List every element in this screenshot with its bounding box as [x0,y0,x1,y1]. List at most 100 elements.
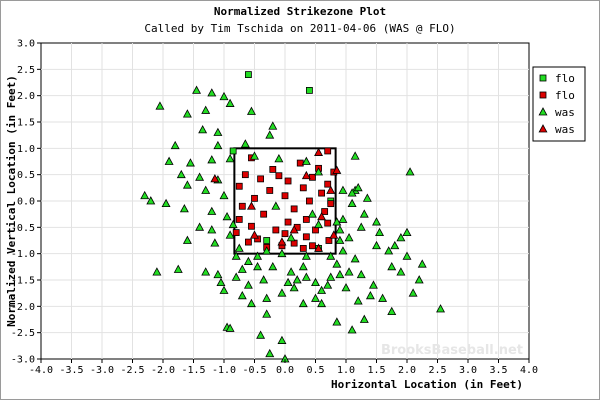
y-tick-label: -0.5 [11,223,35,234]
pitch-was-triangle-point [402,251,412,260]
pitch-was-triangle-point [347,188,357,197]
y-tick-label: 1.5 [17,118,35,129]
pitch-was-triangle-point [372,240,381,250]
x-tick-label: 2.0 [398,365,416,376]
pitch-was-triangle-point [314,243,324,252]
pitch-was-triangle-point [246,201,256,210]
legend: flo flo was was [532,66,586,142]
y-tick-label: 3.0 [17,39,35,50]
pitch-was-triangle-point [405,167,415,176]
pitch-was-triangle-point [323,280,333,289]
pitch-was-triangle-point [228,219,238,229]
pitch-was-triangle-point [301,170,311,180]
legend-marker-was-triangle [538,107,548,116]
pitch-flo-square-point [324,219,332,227]
pitch-was-triangle-point [173,264,183,273]
pitch-was-triangle-point [262,309,272,318]
pitch-was-triangle-point [368,280,378,289]
pitch-was-triangle-point [246,298,256,308]
pitch-was-triangle-point [253,251,263,260]
pitch-was-triangle-point [384,246,394,255]
pitch-was-triangle-point [201,185,211,194]
pitch-was-triangle-point [222,211,232,221]
pitch-was-triangle-point [265,348,275,358]
pitch-was-triangle-point [179,204,189,213]
x-tick-label: -1.5 [181,365,205,376]
y-tick-label: -3.0 [11,355,35,366]
pitch-was-triangle-point [213,127,223,136]
pitch-flo-square-point [321,208,329,215]
pitch-was-triangle-point [317,285,327,294]
x-tick-label: 0.0 [276,365,294,376]
pitch-was-triangle-point [231,251,241,260]
pitch-was-triangle-point [198,125,208,134]
legend-marker-was-triangle [538,124,548,133]
pitch-was-triangle-point [146,196,156,205]
x-tick-label: 0.5 [306,365,324,376]
pitch-was-triangle-point [378,293,388,302]
pitch-was-triangle-point [277,237,287,246]
pitch-was-triangle-point [402,227,412,237]
y-axis-label: Normalized Vertical Location (in Feet) [5,75,18,327]
x-tick-label: -3.0 [90,365,114,376]
y-tick-label: 1.0 [17,144,35,155]
pitch-was-triangle-point [387,306,397,316]
pitch-was-triangle-point [286,233,296,242]
pitch-was-triangle-point [243,256,253,265]
pitch-flo-square-point [266,187,274,194]
pitch-was-triangle-point [375,227,385,237]
pitch-was-triangle-point [256,330,266,339]
pitch-flo-square-point [281,230,289,238]
x-tick-label: -0.5 [242,365,266,376]
pitch-was-triangle-point [225,230,235,239]
pitch-was-triangle-point [362,193,372,202]
pitch-was-triangle-point [274,154,284,163]
pitch-was-triangle-point [219,285,229,294]
legend-marker-flo-square [539,91,547,99]
pitch-was-triangle-point [414,275,424,284]
pitch-was-triangle-point [213,140,223,150]
pitch-flo-square-point [269,165,277,173]
pitch-was-triangle-point [237,264,247,273]
pitch-flo-square-point [302,216,310,223]
pitch-was-triangle-point [283,277,293,287]
pitch-was-triangle-point [253,261,263,271]
pitch-flo-square-point [284,218,292,226]
pitch-was-triangle-point [185,158,195,167]
pitch-was-triangle-point [301,156,311,165]
y-tick-label: -2.5 [11,328,35,339]
pitch-was-triangle-point [390,240,400,250]
pitch-was-triangle-point [195,172,205,181]
strike-zone [233,147,337,255]
pitch-flo-square-point [290,205,298,213]
pitch-was-triangle-point [201,105,211,114]
pitch-was-triangle-point [344,233,354,242]
pitch-flo-square-point [305,87,313,94]
pitch-was-triangle-point [246,106,256,115]
pitch-was-triangle-point [356,222,366,231]
watermark: BrooksBaseball.net [381,343,523,358]
pitch-was-triangle-point [311,293,320,302]
y-tick-label: 2.0 [17,91,35,102]
pitch-was-triangle-point [408,288,418,297]
strike-zone-box [233,147,337,255]
pitch-was-triangle-point [417,259,427,268]
pitch-was-triangle-point [277,248,287,258]
pitch-was-triangle-point [332,217,342,226]
pitch-was-triangle-point [219,91,229,101]
x-tick-label: 1.5 [367,365,385,376]
pitch-was-triangle-point [344,267,354,276]
pitch-was-triangle-point [311,277,320,287]
legend-marker-flo-square [539,74,547,82]
pitch-was-triangle-point [332,165,342,174]
x-tick-label: -4.0 [29,365,53,376]
pitch-was-triangle-point [317,298,327,308]
pitch-was-triangle-point [216,277,226,287]
pitch-flo-square-point [324,147,332,155]
legend-label-was: was [555,106,575,119]
pitch-flo-square-point [284,177,292,185]
x-tick-label: 1.0 [337,365,355,376]
pitch-was-triangle-point [356,269,366,279]
pitch-was-triangle-point [301,251,311,260]
